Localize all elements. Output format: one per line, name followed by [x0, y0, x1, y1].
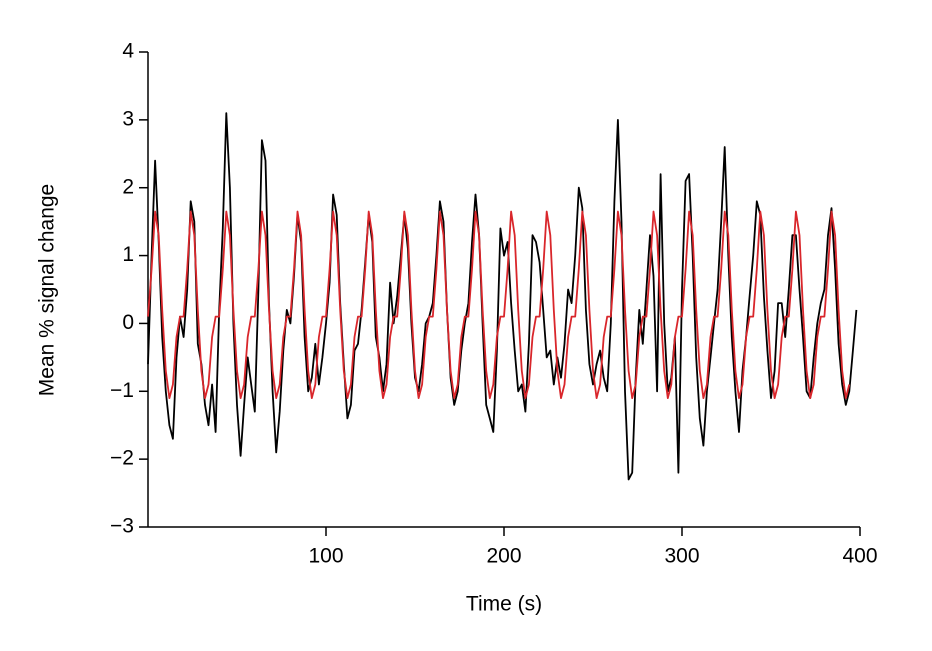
y-tick-label: 3	[122, 107, 134, 130]
y-tick-label: 2	[122, 175, 134, 198]
x-tick-label: 100	[308, 545, 343, 568]
y-tick-label: 1	[122, 243, 134, 266]
data-line	[147, 112, 858, 481]
x-tick-label: 400	[842, 545, 877, 568]
y-tick-label: −1	[110, 379, 134, 402]
x-tick-label: 200	[486, 545, 521, 568]
y-tick-label: 0	[122, 311, 134, 334]
y-tick-label: −2	[110, 447, 134, 470]
x-axis-label: Time (s)	[466, 593, 542, 616]
y-tick-label: 4	[122, 40, 134, 63]
y-tick-label: −3	[110, 515, 134, 538]
y-axis-label: Mean % signal change	[36, 184, 59, 396]
x-tick-label: 300	[664, 545, 699, 568]
data-line	[147, 210, 851, 399]
